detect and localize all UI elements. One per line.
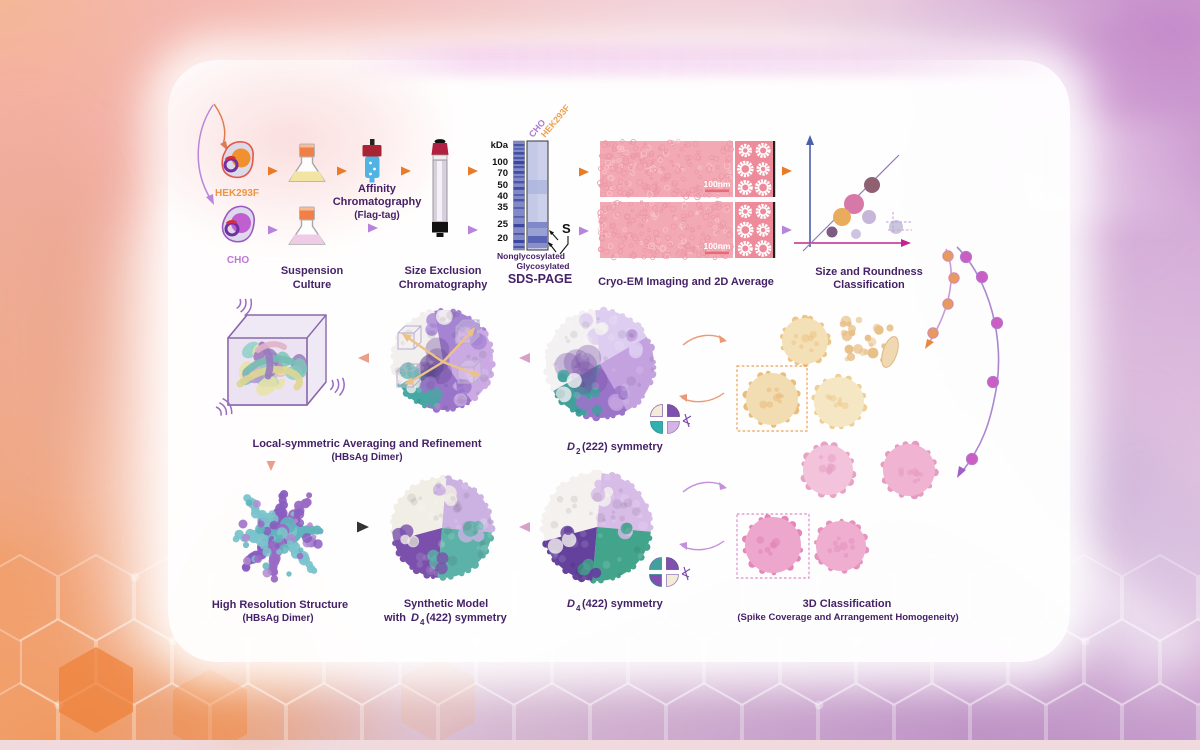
- svg-text:Suspension: Suspension: [281, 265, 344, 277]
- svg-text:Cryo-EM Imaging and 2D Average: Cryo-EM Imaging and 2D Average: [598, 276, 774, 288]
- svg-text:Glycosylated: Glycosylated: [517, 261, 570, 271]
- svg-text:50: 50: [497, 180, 508, 191]
- svg-text:20: 20: [497, 233, 508, 244]
- svg-text:40: 40: [497, 191, 508, 202]
- svg-text:(Flag-tag): (Flag-tag): [354, 210, 400, 221]
- svg-text:with: with: [383, 612, 406, 624]
- svg-text:100nm: 100nm: [704, 179, 731, 189]
- svg-text:100nm: 100nm: [704, 241, 731, 251]
- svg-text:Chromatography: Chromatography: [399, 279, 489, 291]
- svg-text:(HBsAg Dimer): (HBsAg Dimer): [242, 613, 313, 624]
- svg-text:kDa: kDa: [491, 140, 509, 151]
- svg-text:SDS-PAGE: SDS-PAGE: [508, 272, 572, 286]
- svg-text:35: 35: [497, 202, 508, 213]
- svg-text:S: S: [562, 221, 571, 236]
- svg-text:25: 25: [497, 219, 508, 230]
- svg-text:4: 4: [420, 618, 425, 627]
- svg-text:Culture: Culture: [293, 279, 332, 291]
- svg-text:D: D: [567, 598, 575, 610]
- svg-text:CHO: CHO: [227, 255, 249, 266]
- svg-text:Classification: Classification: [833, 279, 905, 291]
- svg-text:Local-symmetric Averaging and: Local-symmetric Averaging and Refinement: [252, 438, 481, 450]
- svg-text:(222) symmetry: (222) symmetry: [582, 441, 664, 453]
- svg-text:(422) symmetry: (422) symmetry: [582, 598, 664, 610]
- svg-text:(422) symmetry: (422) symmetry: [426, 612, 508, 624]
- svg-text:Size and Roundness: Size and Roundness: [815, 266, 923, 278]
- svg-text:HEK293F: HEK293F: [215, 188, 259, 199]
- svg-text:Nonglycosylated: Nonglycosylated: [497, 251, 565, 261]
- svg-text:Affinity: Affinity: [358, 183, 397, 195]
- svg-text:HEK293F: HEK293F: [539, 102, 572, 139]
- svg-text:Chromatography: Chromatography: [333, 196, 423, 208]
- svg-text:3D Classification: 3D Classification: [803, 598, 892, 610]
- svg-text:70: 70: [497, 168, 508, 179]
- svg-text:D: D: [411, 612, 419, 624]
- svg-text:(Spike Coverage and Arrangemen: (Spike Coverage and Arrangement Homogene…: [737, 612, 958, 623]
- svg-text:2: 2: [576, 447, 581, 456]
- svg-text:High Resolution Structure: High Resolution Structure: [212, 599, 348, 611]
- svg-text:D: D: [567, 441, 575, 453]
- svg-text:(HBsAg Dimer): (HBsAg Dimer): [331, 452, 402, 463]
- svg-text:100: 100: [492, 157, 508, 168]
- svg-text:4: 4: [576, 604, 581, 613]
- svg-text:Size Exclusion: Size Exclusion: [404, 265, 481, 277]
- svg-text:Synthetic Model: Synthetic Model: [404, 598, 488, 610]
